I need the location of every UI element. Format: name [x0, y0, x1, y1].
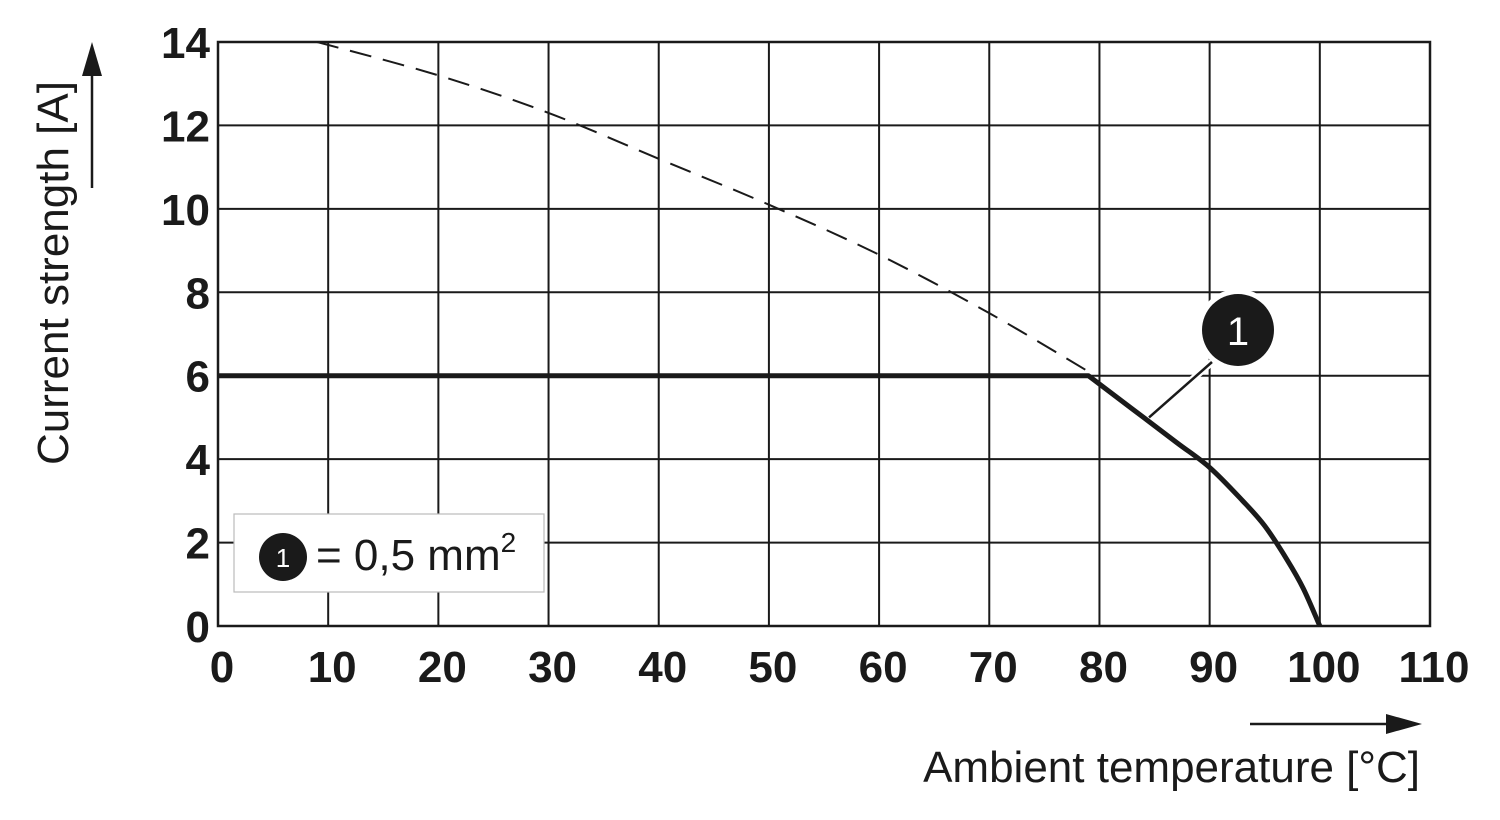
x-tick-labels: 0 10 20 30 40 50 60 70 80 90 100 110 — [210, 643, 1470, 692]
x-axis-arrow-head — [1386, 714, 1422, 734]
x-tick-label: 60 — [859, 643, 908, 692]
legend: 1 = 0,5 mm2 — [233, 513, 545, 593]
y-tick-label: 0 — [186, 603, 210, 652]
series-line-solid — [218, 373, 1323, 628]
legend-badge — [259, 533, 307, 581]
y-axis-label: Current strength [A] — [29, 81, 78, 465]
x-tick-label: 90 — [1189, 643, 1238, 692]
x-axis-label: Ambient temperature [°C] — [923, 743, 1420, 792]
legend-text-superscript: 2 — [501, 527, 517, 558]
x-tick-label: 50 — [748, 643, 797, 692]
y-tick-label: 6 — [186, 353, 210, 402]
y-axis-title-group: Current strength [A] — [29, 42, 102, 465]
y-tick-label: 12 — [161, 102, 210, 151]
x-tick-label: 30 — [528, 643, 577, 692]
grid — [216, 40, 1432, 628]
x-tick-label: 70 — [969, 643, 1018, 692]
legend-badge-label: 1 — [276, 543, 290, 573]
series-line-dashed — [316, 41, 1089, 373]
x-tick-label: 80 — [1079, 643, 1128, 692]
plot-frame — [216, 40, 1432, 628]
series-layer — [218, 41, 1323, 628]
y-tick-label: 2 — [186, 520, 210, 569]
y-tick-label: 10 — [161, 186, 210, 235]
legend-text: = 0,5 mm2 — [316, 527, 516, 580]
legend-text-main: = 0,5 mm — [316, 531, 501, 580]
y-tick-label: 8 — [186, 269, 210, 318]
x-tick-label: 20 — [418, 643, 467, 692]
x-tick-label: 110 — [1399, 643, 1470, 692]
callout-badge — [1202, 294, 1274, 366]
callout-badge-label: 1 — [1227, 310, 1249, 354]
series-callout: 1 — [1146, 289, 1279, 421]
callout-leader-line-inner — [1148, 361, 1213, 419]
y-tick-label: 4 — [186, 436, 211, 485]
x-tick-label: 0 — [210, 643, 234, 692]
x-tick-label: 100 — [1287, 643, 1360, 692]
x-axis-title-group: Ambient temperature [°C] — [923, 714, 1422, 792]
y-axis-arrow-head — [82, 42, 102, 76]
x-tick-label: 10 — [308, 643, 357, 692]
x-tick-label: 40 — [638, 643, 687, 692]
y-tick-labels: 0 2 4 6 8 10 12 14 — [161, 19, 210, 652]
y-tick-label: 14 — [161, 19, 210, 68]
